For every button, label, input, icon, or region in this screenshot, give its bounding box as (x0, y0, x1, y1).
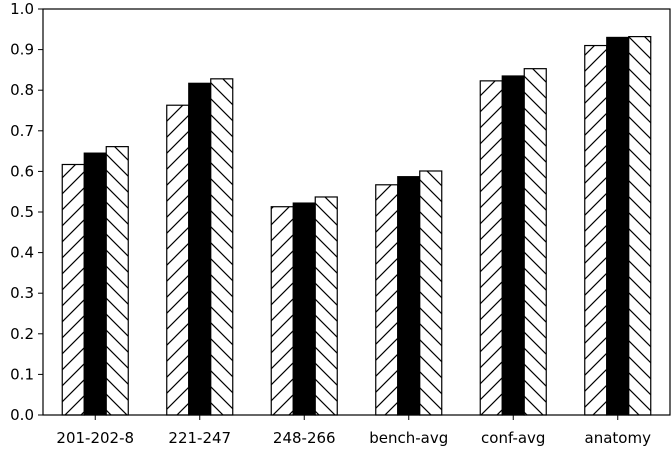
bar-series-1 (479, 80, 503, 416)
bar-series-2 (83, 152, 107, 416)
x-tick-label: anatomy (585, 429, 652, 447)
bar-series-1 (584, 44, 608, 416)
bar-series-3 (419, 170, 443, 416)
bar-series-1 (375, 184, 399, 416)
x-axis: 201-202-8 221-247 248-266 bench-avg conf-avg… (56, 415, 651, 447)
y-tick-label: 0.1 (10, 365, 34, 383)
y-tick-label: 0.9 (10, 41, 34, 59)
bar-series-2 (188, 82, 212, 416)
y-axis: 0.0 0.1 0.2 0.3 0.4 0.5 0.6 0.7 0.8 0.9 1.0 (10, 0, 43, 424)
bar-series-3 (314, 196, 338, 416)
bar-series-2 (397, 176, 421, 416)
plot-frame (42, 8, 671, 416)
y-tick-label: 0.2 (10, 325, 34, 343)
bar-series-3 (628, 36, 652, 416)
bar-series-1 (61, 163, 85, 416)
y-tick-label: 0.3 (10, 284, 34, 302)
y-tick-label: 0.6 (10, 162, 34, 180)
x-tick-label: bench-avg (369, 429, 448, 447)
x-tick-label: 201-202-8 (56, 429, 134, 447)
x-tick-label: 248-266 (273, 429, 336, 447)
y-tick-label: 0.5 (10, 203, 34, 221)
bars-layer (61, 36, 652, 416)
bar-series-2 (606, 36, 630, 416)
bar-series-2 (292, 202, 316, 416)
bar-series-3 (523, 68, 547, 416)
x-tick-label: 221-247 (168, 429, 231, 447)
bar-series-2 (501, 75, 525, 416)
y-tick-label: 0.4 (10, 244, 34, 262)
bar-series-3 (105, 146, 129, 416)
bar-series-1 (166, 104, 190, 416)
bar-series-1 (270, 206, 294, 416)
y-tick-label: 0.8 (10, 81, 34, 99)
y-tick-label: 1.0 (10, 0, 34, 18)
y-tick-label: 0.7 (10, 122, 34, 140)
y-tick-label: 0.0 (10, 406, 34, 424)
bar-series-3 (210, 78, 234, 416)
x-tick-label: conf-avg (481, 429, 545, 447)
